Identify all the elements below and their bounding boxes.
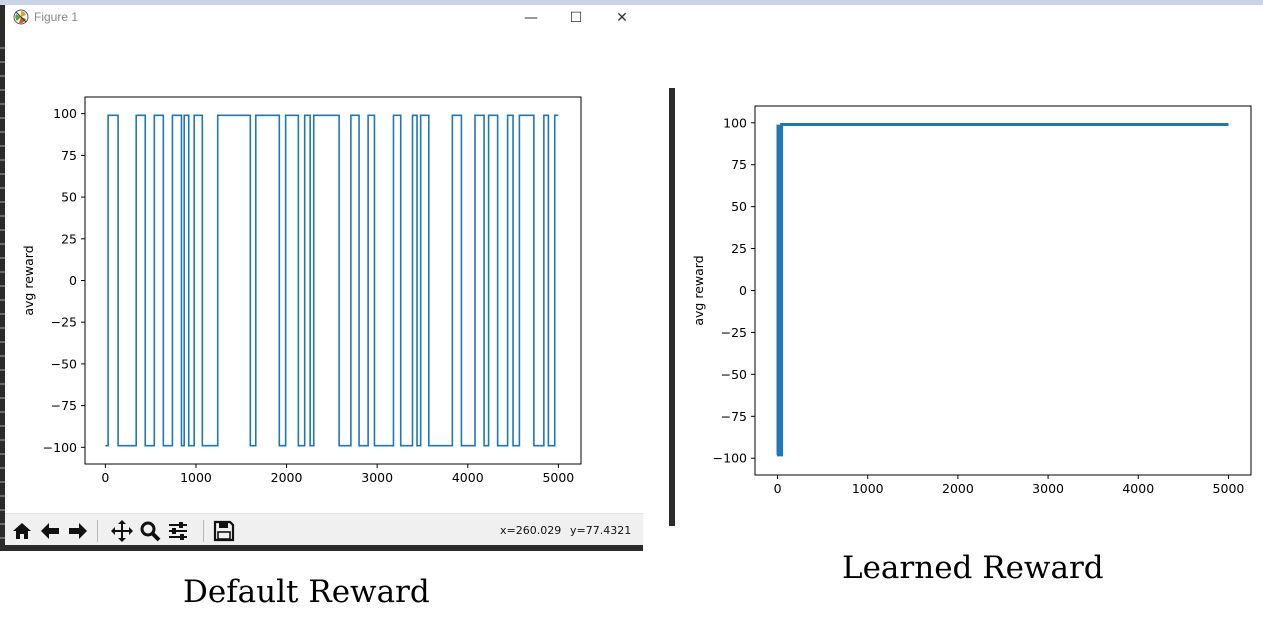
toolbar-separator xyxy=(203,520,204,542)
configure-icon xyxy=(169,522,187,540)
background-code-strip xyxy=(0,545,643,551)
y-tick-label: 25 xyxy=(61,231,77,246)
close-icon: ✕ xyxy=(616,10,628,26)
coordinate-x-readout: x=260.029 xyxy=(500,524,562,537)
y-tick-label: −75 xyxy=(721,409,747,424)
pan-icon xyxy=(111,520,133,542)
y-axis-label: avg reward xyxy=(691,255,706,325)
zoom-button[interactable] xyxy=(137,518,163,544)
x-tick-label: 4000 xyxy=(1122,481,1154,496)
toolbar-separator xyxy=(97,520,98,542)
plot-frame xyxy=(754,105,1252,476)
x-tick-label: 5000 xyxy=(542,470,574,485)
y-tick-label: 0 xyxy=(69,273,77,288)
learned-reward-chart: 0 1000 2000 3000 4000 5000 −100 −75 −50 −25 0 25 50 7… xyxy=(691,105,1252,496)
y-tick-label: 50 xyxy=(731,199,747,214)
background-terminal-strip xyxy=(669,88,675,526)
y-tick-label: 75 xyxy=(731,157,747,172)
series-line xyxy=(776,122,1229,457)
save-button[interactable] xyxy=(211,518,237,544)
y-tick-label: −50 xyxy=(721,367,747,382)
caption-learned-reward: Learned Reward xyxy=(842,550,1104,586)
x-tick-label: 1000 xyxy=(852,481,884,496)
minimize-button[interactable]: — xyxy=(508,5,554,31)
desktop-top-strip xyxy=(0,0,1263,5)
title-bar: Figure 1 — ☐ ✕ xyxy=(5,5,643,31)
x-tick-label: 3000 xyxy=(1032,481,1064,496)
back-icon xyxy=(41,523,59,539)
figure-window: Figure 1 — ☐ ✕ xyxy=(5,5,643,546)
matplotlib-app-icon xyxy=(13,9,29,25)
maximize-button[interactable]: ☐ xyxy=(553,5,599,31)
y-tick-label: −25 xyxy=(721,325,747,340)
y-tick-label: 100 xyxy=(723,115,747,130)
window-title: Figure 1 xyxy=(34,10,79,24)
forward-button[interactable] xyxy=(65,518,91,544)
default-reward-chart: 0 1000 2000 3000 4000 5000 −100 −75 −50 −25 0 25 50 7… xyxy=(21,96,582,485)
y-tick-label: −100 xyxy=(713,451,747,466)
y-tick-label: 100 xyxy=(53,106,77,121)
x-tick-label: 1000 xyxy=(180,470,212,485)
y-tick-label: 0 xyxy=(739,283,747,298)
configure-subplots-button[interactable] xyxy=(165,518,191,544)
x-tick-label: 4000 xyxy=(452,470,484,485)
save-icon xyxy=(213,520,235,542)
y-tick-label: 75 xyxy=(61,148,77,163)
pan-button[interactable] xyxy=(109,518,135,544)
back-button[interactable] xyxy=(37,518,63,544)
x-tick-label: 3000 xyxy=(361,470,393,485)
plot-frame xyxy=(84,96,582,465)
x-tick-label: 2000 xyxy=(942,481,974,496)
background-terminal-edge xyxy=(0,5,5,545)
close-button[interactable]: ✕ xyxy=(599,5,645,31)
y-axis-label: avg reward xyxy=(21,245,36,315)
x-tick-label: 5000 xyxy=(1213,481,1245,496)
forward-icon xyxy=(69,523,87,539)
y-tick-label: −100 xyxy=(43,440,77,455)
navigation-toolbar: x=260.029 y=77.4321 xyxy=(5,513,643,546)
y-tick-label: −25 xyxy=(51,315,77,330)
y-tick-label: 25 xyxy=(731,241,747,256)
minimize-icon: — xyxy=(524,10,538,26)
y-tick-label: 50 xyxy=(61,190,77,205)
caption-default-reward: Default Reward xyxy=(183,574,430,610)
zoom-icon xyxy=(140,521,161,542)
home-button[interactable] xyxy=(9,518,35,544)
y-tick-label: −50 xyxy=(51,356,77,371)
x-tick-label: 2000 xyxy=(271,470,303,485)
y-tick-label: −75 xyxy=(51,398,77,413)
home-icon xyxy=(13,523,31,539)
x-tick-label: 0 xyxy=(774,481,782,496)
series-line xyxy=(105,114,559,447)
maximize-icon: ☐ xyxy=(569,10,583,26)
x-tick-label: 0 xyxy=(101,470,109,485)
coordinate-y-readout: y=77.4321 xyxy=(570,524,632,537)
